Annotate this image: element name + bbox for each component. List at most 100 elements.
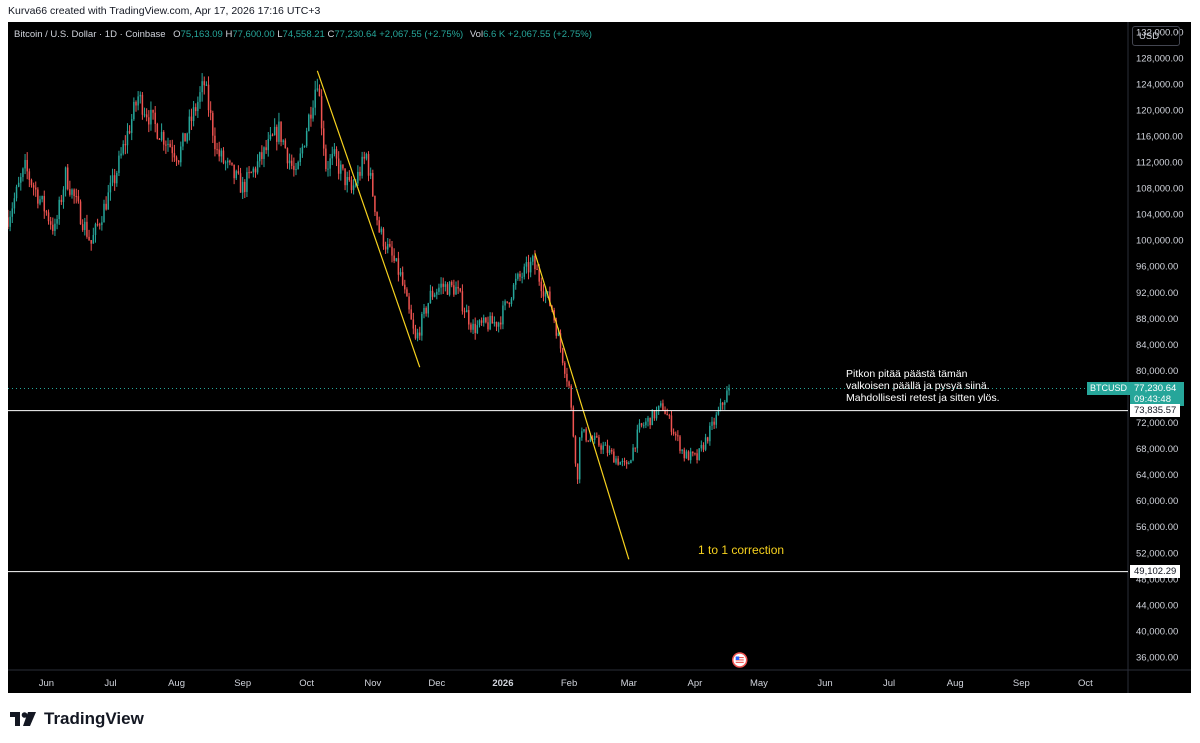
candle-body [254, 168, 257, 173]
candle-body [118, 155, 120, 173]
candle-body [278, 121, 280, 142]
candle-body [679, 436, 681, 451]
candle-body [681, 449, 683, 451]
candle-body [258, 152, 261, 162]
x-tick-label: Mar [621, 678, 637, 689]
candle-body [470, 324, 472, 330]
candle-body [69, 189, 71, 195]
low-value: 74,558.21 [282, 29, 325, 40]
candle-body [598, 437, 600, 446]
y-tick-label: 44,000.00 [1136, 600, 1178, 611]
candle-body [17, 182, 20, 187]
candle-body [41, 196, 43, 200]
candle-body [508, 302, 511, 304]
candle-body [141, 94, 144, 115]
candle-body [706, 437, 709, 442]
candle-body [329, 158, 331, 169]
candle-body [299, 153, 302, 163]
y-tick-label: 52,000.00 [1136, 548, 1178, 559]
candle-body [378, 220, 380, 233]
candle-body [617, 458, 619, 465]
candle-body [704, 437, 707, 450]
candle-body [538, 269, 540, 282]
candle-body [574, 436, 577, 464]
candle-body [295, 169, 297, 171]
candle-body [715, 414, 718, 425]
candle-body [461, 291, 464, 312]
candle-body [173, 153, 176, 158]
flag-stripe [735, 659, 744, 661]
candle-body [320, 96, 323, 129]
candle-body [246, 172, 248, 192]
candle-body [359, 171, 361, 176]
candle-body [312, 107, 314, 119]
candle-body [719, 402, 722, 411]
candle-body [440, 283, 442, 288]
candle-body [532, 256, 534, 262]
candle-body [564, 362, 566, 374]
candle-body [416, 332, 419, 339]
y-tick-label: 92,000.00 [1136, 288, 1178, 299]
y-tick-label: 36,000.00 [1136, 652, 1178, 663]
candle-body [301, 147, 304, 154]
candle-body [337, 158, 340, 174]
symbol-title[interactable]: Bitcoin / U.S. Dollar · 1D · Coinbase [14, 29, 166, 40]
y-tick-label: 64,000.00 [1136, 470, 1178, 481]
candle-body [510, 298, 513, 304]
candle-body [367, 154, 370, 176]
candle-body [696, 453, 698, 461]
candle-body [237, 171, 240, 174]
candle-body [314, 89, 316, 108]
candle-body [600, 445, 602, 450]
candle-body [58, 199, 60, 220]
candle-body [717, 410, 720, 415]
candle-body [165, 144, 167, 146]
candle-body [357, 171, 359, 184]
candle-body [239, 173, 242, 193]
candle-body [536, 269, 538, 271]
candle-body [169, 143, 171, 148]
candle-body [374, 195, 376, 213]
candle-body [92, 234, 95, 244]
y-tick-label: 104,000.00 [1136, 210, 1184, 221]
candle-body [457, 286, 459, 289]
candle-body [489, 315, 491, 330]
legend-ohlc: Bitcoin / U.S. Dollar · 1D · Coinbase O7… [14, 29, 592, 40]
chart-frame[interactable]: 36,000.00 40,000.00 44,000.00 48,000.00 52,0… [8, 22, 1191, 693]
candle-body [529, 261, 532, 273]
candle-body [73, 189, 75, 197]
candle-body [700, 444, 703, 449]
candle-body [11, 208, 14, 217]
candle-body [226, 160, 229, 163]
candle-body [431, 290, 434, 297]
candle-body [692, 451, 694, 454]
candle-body [224, 162, 227, 164]
y-tick-label: 88,000.00 [1136, 314, 1178, 325]
candle-body [365, 154, 368, 159]
candle-body [316, 88, 319, 90]
candle-body [218, 149, 220, 157]
candlestick-chart[interactable]: 36,000.00 40,000.00 44,000.00 48,000.00 52,0… [8, 22, 1191, 693]
y-tick-label: 56,000.00 [1136, 522, 1178, 533]
candle-body [263, 147, 265, 159]
trend-line [316, 70, 421, 368]
tradingview-logo[interactable]: TradingView [10, 709, 144, 729]
candle-body [250, 172, 252, 174]
candle-body [384, 246, 387, 250]
candle-body [664, 410, 666, 414]
candle-body [568, 381, 570, 386]
candle-body [414, 328, 417, 339]
candle-body [453, 285, 455, 295]
x-tick-label: Dec [428, 678, 445, 689]
currency-button[interactable]: USD [1132, 26, 1180, 46]
candle-body [229, 160, 231, 163]
x-tick-label: Nov [364, 678, 381, 689]
candle-body [418, 332, 421, 336]
candle-body [124, 144, 127, 146]
hline-price-tag-2: 49,102.29 [1130, 565, 1181, 579]
candle-body [634, 447, 636, 449]
y-tick-label: 128,000.00 [1136, 53, 1184, 64]
y-tick-label: 96,000.00 [1136, 262, 1178, 273]
candle-body [98, 224, 101, 226]
change-value: +2,067.55 (+2.75%) [379, 29, 464, 40]
